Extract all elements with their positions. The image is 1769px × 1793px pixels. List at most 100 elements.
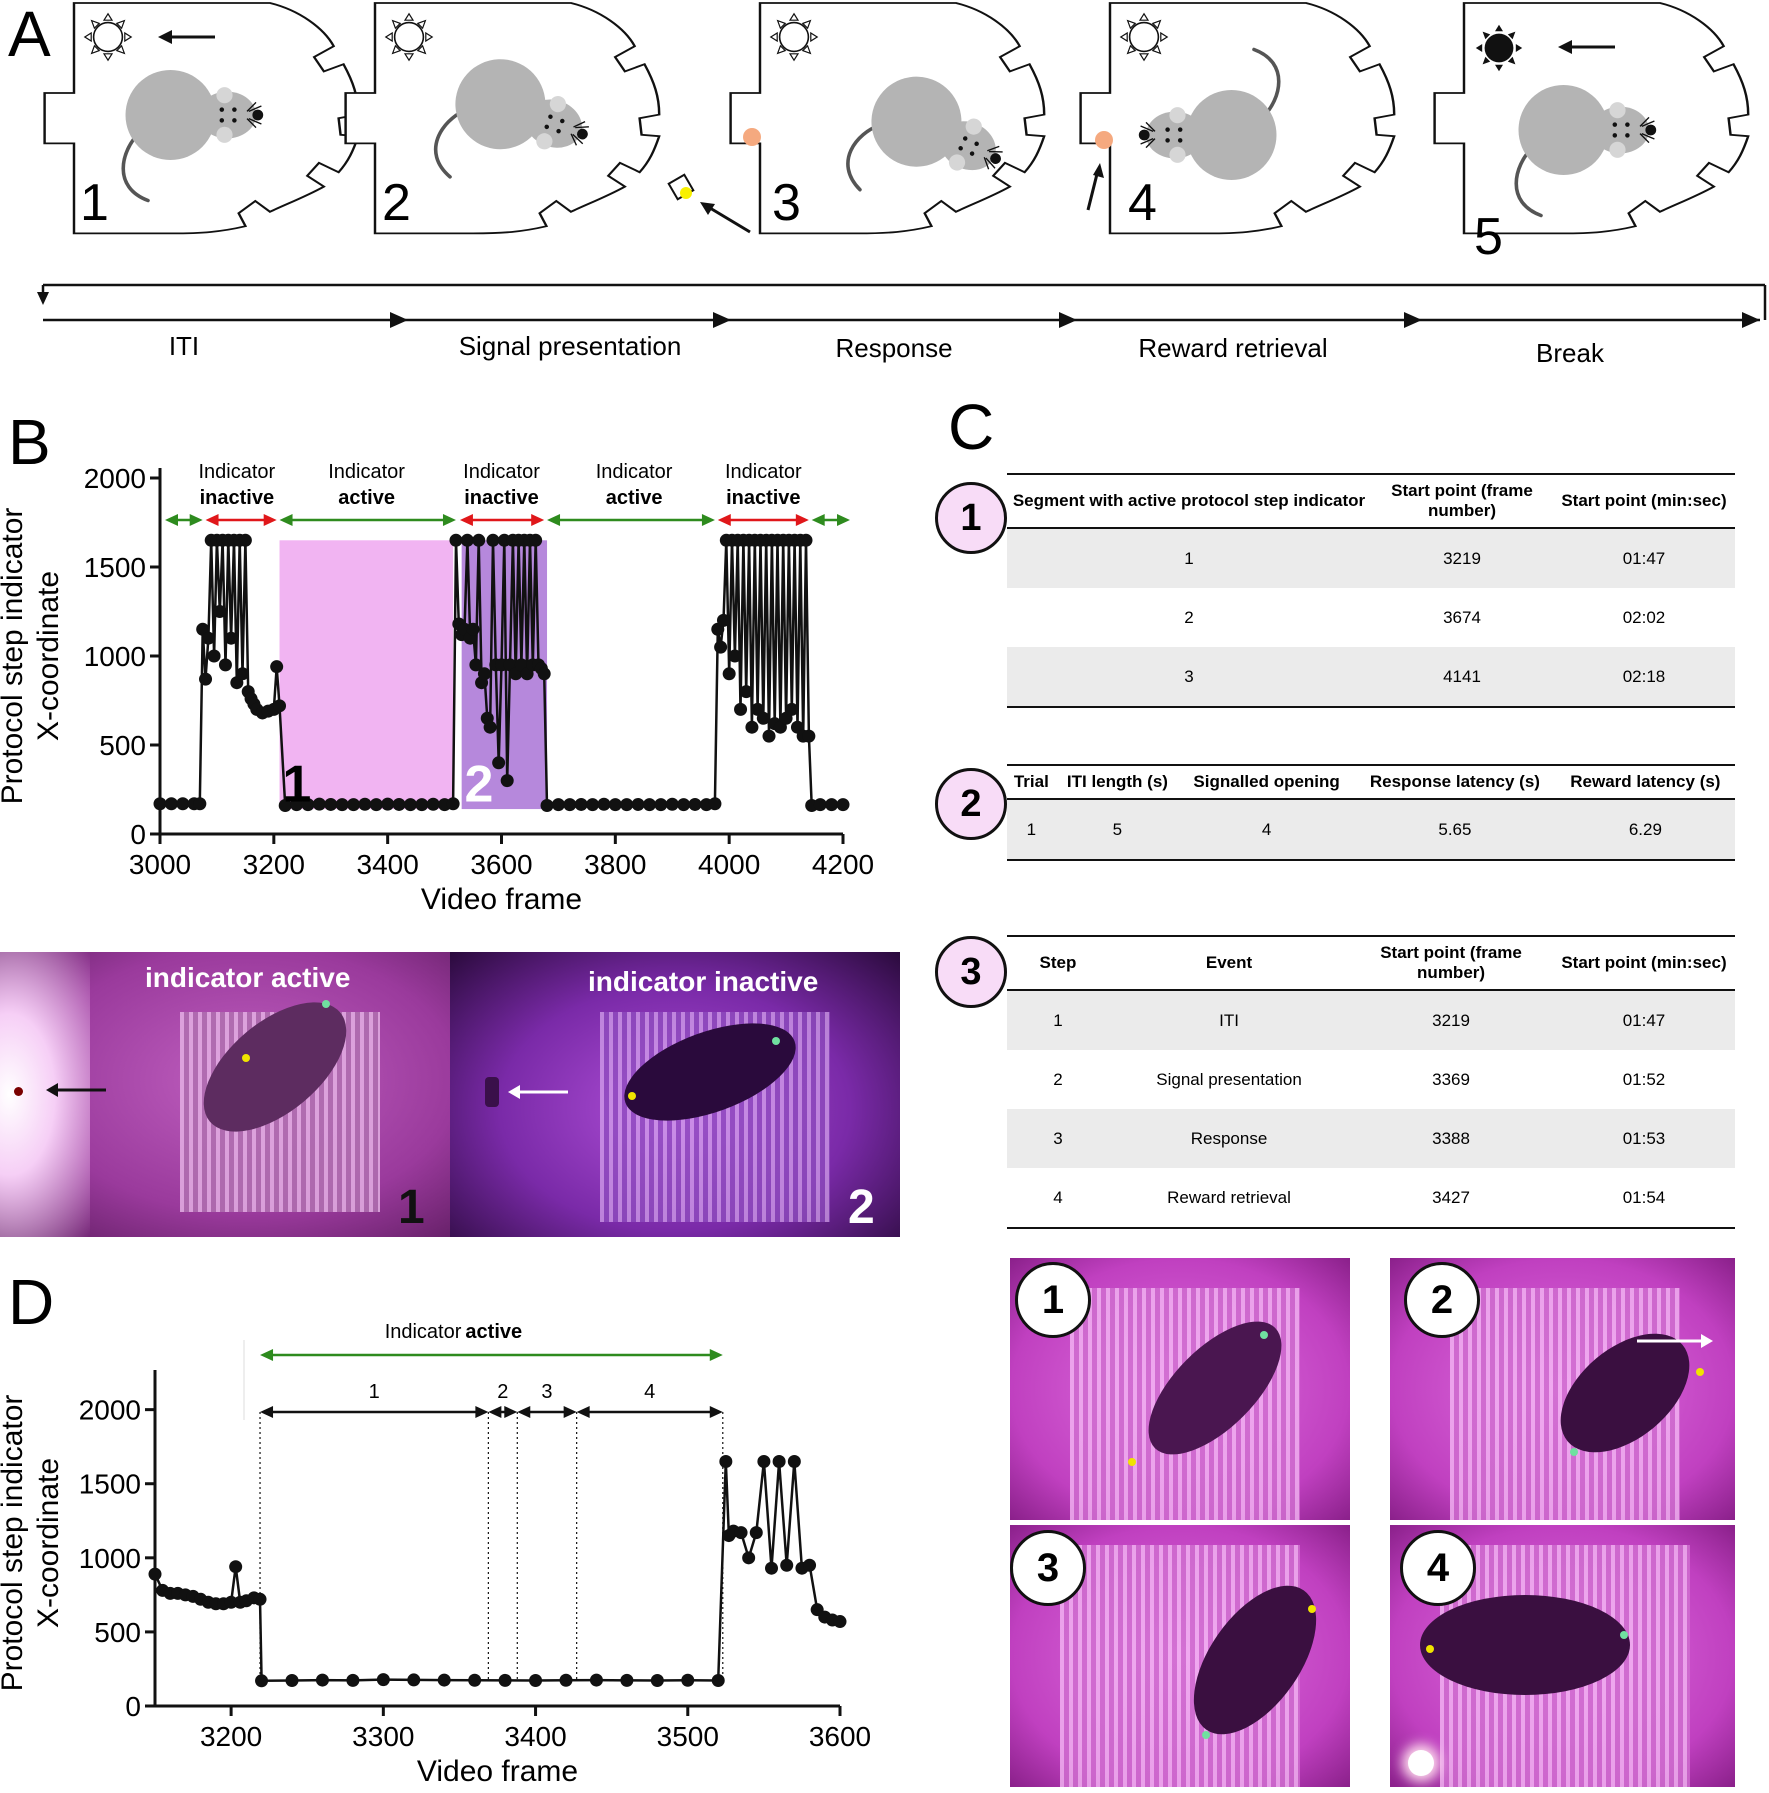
segment-label-bottom: inactive xyxy=(200,487,274,509)
x-axis-label: Video frame xyxy=(421,883,582,916)
indicator-arrow-inactive-1-head-left xyxy=(205,514,219,526)
data-point xyxy=(148,1567,162,1581)
data-point xyxy=(483,720,497,734)
data-point xyxy=(586,798,600,812)
data-point xyxy=(677,798,691,812)
data-point xyxy=(714,640,728,654)
data-point xyxy=(486,533,500,547)
segment-number-4: 4 xyxy=(644,1381,655,1403)
y-tick-label: 2000 xyxy=(84,463,146,494)
indicator-arrow-inactive-3-head-left xyxy=(459,514,473,526)
y-axis-label-line1: Protocol step indicator xyxy=(0,1395,29,1692)
indicator-arrow-active-0-head-right xyxy=(189,514,203,526)
data-point xyxy=(529,533,543,547)
data-point xyxy=(492,756,506,770)
x-tick-label: 3800 xyxy=(584,849,646,880)
table-row: 3 4141 02:18 xyxy=(1007,647,1735,706)
data-point xyxy=(460,533,474,547)
photo-step-4: 4 xyxy=(1390,1525,1735,1787)
panel-label-c: C xyxy=(948,391,995,463)
data-point xyxy=(270,660,284,674)
data-point xyxy=(273,699,287,713)
data-point xyxy=(749,1526,763,1540)
data-point xyxy=(153,797,167,811)
data-point xyxy=(468,1673,482,1687)
indicator-header-bottom: active xyxy=(465,1321,522,1343)
data-point xyxy=(563,798,577,812)
data-point xyxy=(213,605,227,618)
data-point xyxy=(551,798,565,812)
col-header-segment: Segment with active protocol step indica… xyxy=(1012,491,1366,510)
segment-number-2: 2 xyxy=(497,1381,508,1403)
table-badge-3: 3 xyxy=(935,936,1007,1008)
data-point xyxy=(201,631,215,645)
data-point xyxy=(312,797,326,811)
data-point xyxy=(825,798,839,812)
segment-arrow-3-head-left xyxy=(517,1406,531,1418)
segment-arrow-4-head-left xyxy=(576,1406,590,1418)
data-point xyxy=(369,798,383,812)
y-tick-label: 1000 xyxy=(79,1543,141,1574)
indicator-arrow-active-0-head-left xyxy=(165,514,178,526)
data-point xyxy=(719,1455,733,1468)
x-axis-label: Video frame xyxy=(417,1755,578,1788)
indicator-arrow-active-4-head-left xyxy=(547,514,561,526)
table-trials: Trial ITI length (s) Signalled opening R… xyxy=(1007,764,1735,861)
y-tick-label: 500 xyxy=(99,730,146,761)
data-point xyxy=(620,798,634,812)
y-axis-label-line1: Protocol step indicator xyxy=(0,508,29,805)
col-header-trial: Trial xyxy=(1013,772,1049,791)
data-point xyxy=(654,798,668,812)
table-badge-2: 2 xyxy=(935,768,1007,840)
data-point xyxy=(290,798,304,812)
data-point xyxy=(529,1674,543,1688)
phase-label-reward: Reward retrieval xyxy=(1138,333,1327,363)
photo-number-1: 1 xyxy=(398,1181,425,1234)
data-point xyxy=(833,1615,847,1629)
indicator-arrow-active-6-head-right xyxy=(837,514,850,526)
data-point xyxy=(589,1673,603,1687)
data-point xyxy=(597,797,611,811)
data-point xyxy=(176,797,190,811)
x-tick-label: 3000 xyxy=(129,849,191,880)
data-point xyxy=(650,1674,664,1688)
indicator-arrow-inactive-3-head-right xyxy=(531,514,545,526)
panel-label-a: A xyxy=(8,0,51,70)
data-point xyxy=(358,797,372,811)
table-steps: Step Event Start point (frame number) St… xyxy=(1007,935,1735,1229)
col-header-time: Start point (min:sec) xyxy=(1561,953,1727,972)
x-tick-label: 3600 xyxy=(470,849,532,880)
table-badge-1: 1 xyxy=(935,482,1007,554)
segment-label-top: Indicator xyxy=(463,461,540,483)
data-point xyxy=(739,685,753,699)
data-point xyxy=(207,649,221,663)
x-tick-label: 3500 xyxy=(657,1721,719,1752)
data-point xyxy=(253,1592,267,1606)
indicator-arrow-active-2-head-right xyxy=(442,514,456,526)
data-point xyxy=(466,622,480,636)
region-label-2: 2 xyxy=(465,755,494,813)
x-tick-label: 3400 xyxy=(504,1721,566,1752)
data-point xyxy=(446,797,460,811)
data-point xyxy=(756,711,770,725)
indicator-arrow-active-2-head-left xyxy=(279,514,293,526)
panel-a-schematic: 1 2 3 4 5 ITI Signal prese xyxy=(37,1,1767,368)
data-point xyxy=(315,1673,329,1687)
data-point xyxy=(278,799,292,813)
indicator-arrow-inactive-5-head-left xyxy=(717,514,731,526)
data-point xyxy=(620,1673,634,1687)
data-point xyxy=(787,1455,801,1468)
data-point xyxy=(799,533,813,547)
data-point xyxy=(608,798,622,812)
indicator-arrow-active-6-head-left xyxy=(811,514,825,526)
x-tick-label: 3200 xyxy=(243,849,305,880)
data-point xyxy=(199,672,213,686)
x-tick-label: 3600 xyxy=(809,1721,871,1752)
data-point xyxy=(403,798,417,812)
panel-label-b: B xyxy=(8,406,51,478)
data-point xyxy=(437,1673,451,1687)
data-point xyxy=(472,533,486,547)
table-row: 1 3219 01:47 xyxy=(1007,528,1735,588)
data-point xyxy=(537,667,551,681)
data-point xyxy=(574,797,588,811)
